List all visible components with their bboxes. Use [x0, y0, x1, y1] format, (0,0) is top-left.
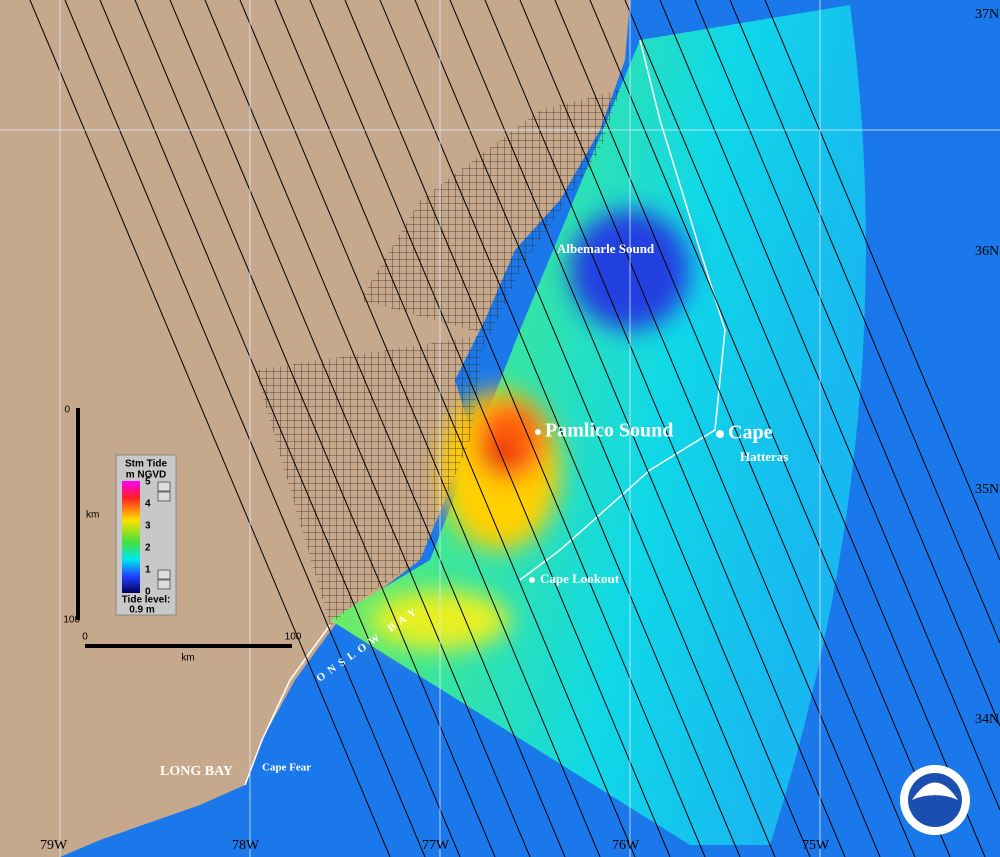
longitude-label: 76W [612, 838, 640, 853]
place-label: Cape Fear [262, 762, 311, 774]
legend-tick: 1 [145, 565, 151, 576]
spin-button[interactable] [157, 491, 171, 502]
longitude-label: 75W [802, 838, 830, 853]
place-label: Cape [728, 422, 773, 444]
logo-disc [908, 773, 962, 827]
logo-bird [912, 782, 958, 800]
scale-unit: km [181, 653, 194, 664]
legend-tick: 3 [145, 521, 151, 532]
coastline [244, 624, 331, 786]
latitude-label: 34N [975, 712, 999, 727]
place-marker [529, 577, 535, 583]
legend-tick: 0 [145, 587, 151, 598]
model-grid [255, 335, 485, 625]
color-ramp [122, 481, 140, 593]
tide-level: 0.9 m [129, 605, 155, 616]
longitude-label: 79W [40, 838, 68, 853]
scale-label: 0 [64, 405, 70, 416]
place-label: Cape Lookout [540, 571, 620, 586]
latitude-label: 36N [975, 244, 999, 259]
place-marker [535, 429, 541, 435]
tide-level-label: Tide level: [122, 595, 171, 606]
longitude-label: 78W [232, 838, 260, 853]
place-label: LONG BAY [160, 764, 233, 779]
place-label: Pamlico Sound [545, 420, 673, 442]
scale-label: 100 [63, 615, 80, 626]
legend-tick: 5 [145, 477, 151, 488]
longitude-label: 77W [422, 838, 450, 853]
place-label: Albemarle Sound [557, 241, 655, 256]
place-label: Hatteras [740, 449, 788, 464]
legend-tick: 4 [145, 499, 151, 510]
legend-title: Stm Tide [125, 459, 167, 470]
storm-tracks [29, 0, 1000, 857]
legend-tick: 2 [145, 543, 151, 554]
barrier-islands [519, 39, 726, 581]
logo-text: NOAA [922, 787, 949, 797]
scale-label: 0 [82, 632, 88, 643]
noaa-logo: NOAA [900, 765, 970, 835]
latitude-label: 37N [975, 7, 999, 22]
spin-button[interactable] [157, 481, 171, 492]
latitude-label: 35N [975, 482, 999, 497]
scale-unit: km [86, 510, 99, 521]
spin-button[interactable] [157, 579, 171, 590]
scale-bars: 0 km 100 0 km 100 [63, 405, 301, 664]
spin-button[interactable] [157, 569, 171, 580]
legend: Stm Tide m NGVD 5 4 3 2 1 0 Tide level: … [115, 454, 177, 616]
legend-units: m NGVD [126, 470, 167, 481]
scale-label: 100 [285, 632, 302, 643]
place-marker [716, 430, 724, 438]
